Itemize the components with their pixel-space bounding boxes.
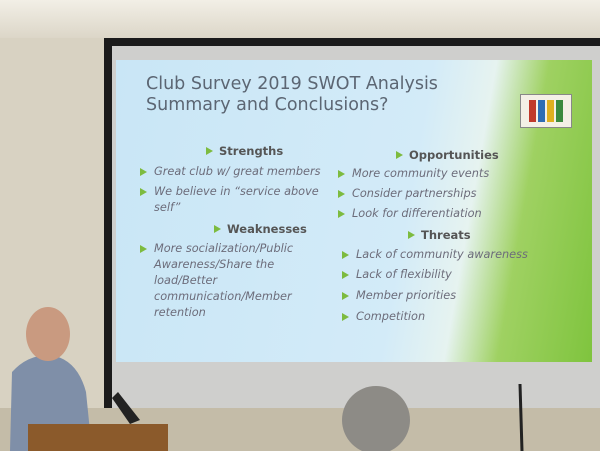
mic-stand (520, 384, 522, 451)
foreground (0, 0, 600, 451)
photo: Club Survey 2019 SWOT Analysis Summary a… (0, 0, 600, 451)
presenter-head (26, 307, 70, 361)
podium (28, 424, 168, 451)
audience-head (342, 386, 410, 451)
